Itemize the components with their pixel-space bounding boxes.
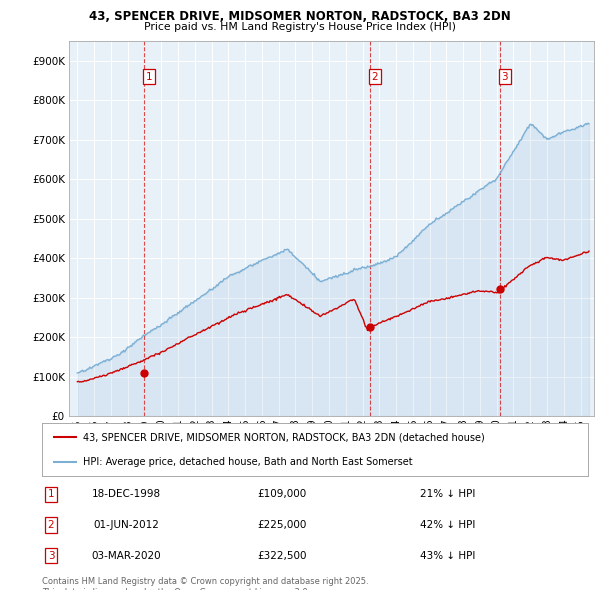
Text: 2: 2 (371, 72, 378, 82)
Text: £109,000: £109,000 (257, 490, 307, 499)
Text: 3: 3 (501, 72, 508, 82)
Text: 3: 3 (47, 551, 55, 560)
Text: 43% ↓ HPI: 43% ↓ HPI (420, 551, 475, 560)
Text: 1: 1 (146, 72, 152, 82)
Text: £322,500: £322,500 (257, 551, 307, 560)
Text: 1: 1 (47, 490, 55, 499)
Text: £225,000: £225,000 (257, 520, 307, 530)
Text: 21% ↓ HPI: 21% ↓ HPI (420, 490, 475, 499)
Text: 43, SPENCER DRIVE, MIDSOMER NORTON, RADSTOCK, BA3 2DN (detached house): 43, SPENCER DRIVE, MIDSOMER NORTON, RADS… (83, 432, 485, 442)
Text: 43, SPENCER DRIVE, MIDSOMER NORTON, RADSTOCK, BA3 2DN: 43, SPENCER DRIVE, MIDSOMER NORTON, RADS… (89, 10, 511, 23)
Text: 03-MAR-2020: 03-MAR-2020 (91, 551, 161, 560)
Text: 2: 2 (47, 520, 55, 530)
Text: HPI: Average price, detached house, Bath and North East Somerset: HPI: Average price, detached house, Bath… (83, 457, 413, 467)
Text: Price paid vs. HM Land Registry's House Price Index (HPI): Price paid vs. HM Land Registry's House … (144, 22, 456, 32)
Text: 18-DEC-1998: 18-DEC-1998 (91, 490, 161, 499)
Text: 42% ↓ HPI: 42% ↓ HPI (420, 520, 475, 530)
Text: Contains HM Land Registry data © Crown copyright and database right 2025.
This d: Contains HM Land Registry data © Crown c… (42, 577, 368, 590)
Text: 01-JUN-2012: 01-JUN-2012 (93, 520, 159, 530)
